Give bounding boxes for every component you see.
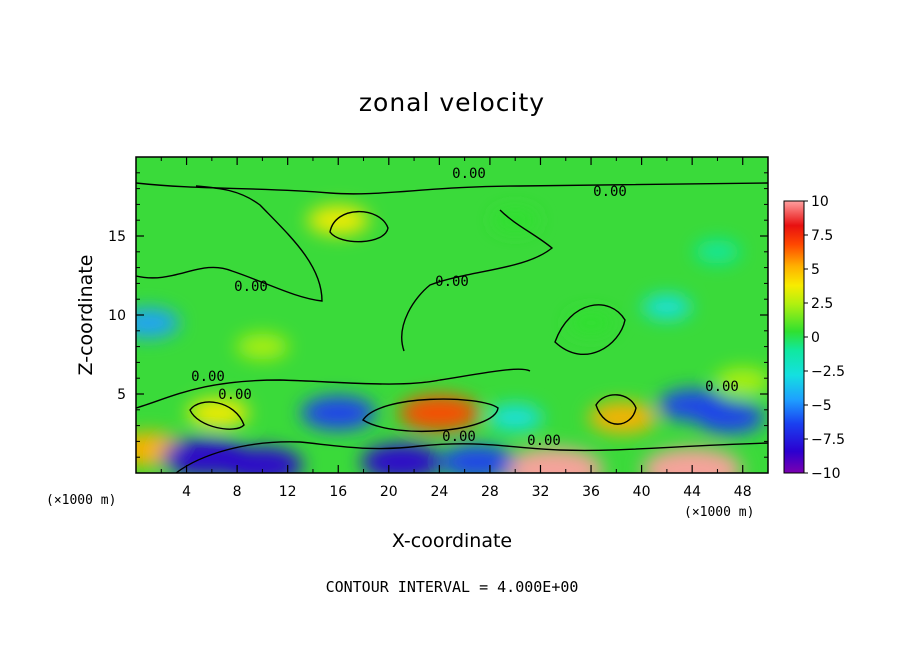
contour-labels: 0.00 0.00 0.00 0.00 0.00 0.00 0.00 0.00 0.00 — [191, 166, 739, 449]
field-feature-14 — [136, 308, 180, 338]
contour-label-3: 0.00 — [435, 274, 469, 290]
x-tick-label-10: 44 — [683, 484, 701, 500]
colorbar-tick-label-3: 2.5 — [811, 296, 833, 312]
field-feature-6 — [642, 447, 743, 473]
field-feature-10 — [361, 443, 442, 473]
colorbar-tick-label-8: −10 — [811, 466, 841, 482]
x-tick-label-2: 12 — [279, 484, 297, 500]
contour-lines — [136, 182, 768, 473]
contour-label-0: 0.00 — [452, 166, 486, 182]
y-tick-label-1: 10 — [108, 308, 126, 324]
x-tick-label-9: 40 — [633, 484, 651, 500]
x-tick-label-0: 4 — [182, 484, 191, 500]
contour-label-2: 0.00 — [234, 279, 268, 295]
y-tick-label-0: 5 — [117, 387, 126, 403]
colorbar-tick-label-1: 7.5 — [811, 228, 833, 244]
field-feature-13 — [696, 401, 765, 434]
field-feature-17 — [694, 240, 741, 264]
field-feature-21 — [567, 310, 615, 336]
field-feature-9 — [301, 395, 376, 431]
contour-closed-5 — [189, 401, 245, 430]
contour-label-1: 0.00 — [593, 184, 627, 200]
y-axis-label: Z-coordinate — [75, 255, 97, 376]
x-tick-label-1: 8 — [233, 484, 242, 500]
contour-interval-note: CONTOUR INTERVAL = 4.000E+00 — [325, 578, 579, 596]
field-features — [136, 205, 768, 473]
field-feature-0 — [307, 205, 370, 235]
y-tick-label-2: 15 — [108, 229, 126, 245]
field-feature-8 — [222, 446, 303, 473]
contour-closed-3 — [362, 398, 499, 433]
x-tick-label-7: 32 — [532, 484, 550, 500]
x-tick-label-4: 20 — [380, 484, 398, 500]
field-feature-19 — [492, 208, 538, 232]
field-feature-11 — [440, 444, 515, 473]
contour-line-top — [136, 182, 768, 195]
field-feature-3 — [187, 398, 249, 428]
x-unit-label: (×1000 m) — [684, 505, 754, 520]
colorbar-ticks: 10 7.5 5 2.5 0 −2.5 −5 −7.5 −10 — [804, 194, 845, 482]
y-ticks: 5 10 15 — [108, 172, 768, 458]
contour-label-4: 0.00 — [191, 369, 225, 385]
x-tick-label-3: 16 — [329, 484, 347, 500]
field-feature-18 — [236, 333, 289, 360]
field-feature-5 — [503, 447, 604, 473]
contour-label-6: 0.00 — [442, 429, 476, 445]
x-tick-label-8: 36 — [582, 484, 600, 500]
contour-label-7: 0.00 — [527, 433, 561, 449]
contour-closed-1 — [329, 210, 389, 243]
contour-line-upper-mid — [136, 185, 323, 302]
x-tick-label-5: 24 — [430, 484, 448, 500]
chart-title: zonal velocity — [358, 88, 546, 117]
field-feature-20 — [715, 367, 768, 395]
colorbar-tick-label-4: 0 — [811, 330, 820, 346]
field-feature-16 — [642, 294, 692, 320]
field-feature-15 — [487, 404, 543, 432]
contour-label-5: 0.00 — [218, 387, 252, 403]
colorbar-tick-label-5: −2.5 — [811, 364, 845, 380]
contour-line-lower — [136, 368, 531, 409]
x-ticks: 4 8 12 16 20 24 28 32 36 40 44 48 — [160, 157, 752, 500]
field-feature-1 — [398, 394, 480, 432]
colorbar-tick-label-6: −5 — [811, 398, 832, 414]
contour-line-bottom — [175, 441, 768, 473]
colorbar-tick-label-7: −7.5 — [811, 432, 845, 448]
contour-closed-2 — [554, 304, 626, 355]
colorbar — [783, 200, 805, 474]
x-tick-label-11: 48 — [734, 484, 752, 500]
colorbar-tick-label-0: 10 — [811, 194, 829, 210]
x-tick-label-6: 28 — [481, 484, 499, 500]
colorbar-tick-label-2: 5 — [811, 262, 820, 278]
y-unit-label: (×1000 m) — [46, 493, 116, 508]
field-feature-2 — [588, 401, 657, 434]
contour-label-8: 0.00 — [705, 379, 739, 395]
contour-closed-4 — [595, 394, 637, 425]
x-axis-label: X-coordinate — [392, 530, 512, 552]
contour-line-center — [401, 209, 554, 352]
heatmap-field — [136, 157, 768, 473]
